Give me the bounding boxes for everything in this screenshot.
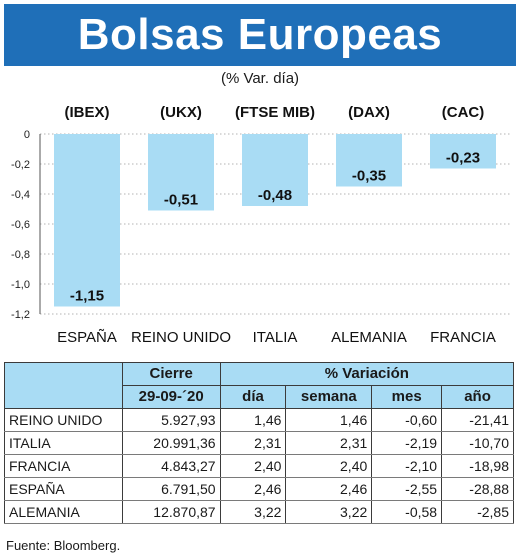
table-row: ESPAÑA 6.791,50 2,46 2,46 -2,55 -28,88 <box>4 477 514 501</box>
index-label: (CAC) <box>442 104 485 121</box>
y-tick-label: -1,2 <box>11 309 30 321</box>
header-semana: semana <box>285 385 373 409</box>
row-cierre: 20.991,36 <box>121 431 221 455</box>
index-label: (IBEX) <box>65 104 110 121</box>
bar <box>148 134 214 211</box>
table-row: ALEMANIA 12.870,87 3,22 3,22 -0,58 -2,85 <box>4 500 514 524</box>
row-semana: 2,40 <box>285 454 373 478</box>
row-semana: 1,46 <box>285 408 373 432</box>
page-title: Bolsas Europeas <box>4 4 516 66</box>
row-dia: 2,31 <box>219 431 287 455</box>
row-semana: 2,31 <box>285 431 373 455</box>
bar <box>54 134 120 307</box>
chart-subtitle: (% Var. día) <box>220 70 300 87</box>
data-label: -0,35 <box>352 168 386 185</box>
row-dia: 3,22 <box>219 500 287 524</box>
y-tick-label: -0,2 <box>11 159 30 171</box>
row-mes: -0,60 <box>371 408 443 432</box>
y-tick-label: -0,8 <box>11 249 30 261</box>
data-label: -1,15 <box>70 288 104 305</box>
data-label: -0,51 <box>164 192 198 209</box>
header-anio: año <box>441 385 514 409</box>
row-semana: 2,46 <box>285 477 373 501</box>
source-note: Fuente: Bloomberg. <box>6 538 121 553</box>
row-cierre: 5.927,93 <box>121 408 221 432</box>
table-row: ITALIA 20.991,36 2,31 2,31 -2,19 -10,70 <box>4 431 514 455</box>
row-anio: -21,41 <box>441 408 514 432</box>
bar <box>430 134 496 169</box>
category-label: FRANCIA <box>430 329 496 346</box>
row-name: ITALIA <box>4 431 123 455</box>
row-cierre: 6.791,50 <box>121 477 221 501</box>
bar <box>242 134 308 206</box>
category-label: ESPAÑA <box>57 329 117 346</box>
y-tick-label: -0,6 <box>11 219 30 231</box>
y-tick-label: -1,0 <box>11 279 30 291</box>
row-anio: -18,98 <box>441 454 514 478</box>
stock-table: Cierre % Variación 29-09-´20 día semana … <box>4 362 515 524</box>
category-label: REINO UNIDO <box>131 329 231 346</box>
data-label: -0,48 <box>258 187 292 204</box>
index-label: (DAX) <box>348 104 390 121</box>
row-name: FRANCIA <box>4 454 123 478</box>
row-anio: -10,70 <box>441 431 514 455</box>
table-row: REINO UNIDO 5.927,93 1,46 1,46 -0,60 -21… <box>4 408 514 432</box>
row-name: ALEMANIA <box>4 500 123 524</box>
header-mes: mes <box>371 385 443 409</box>
bar-chart: 0 -0,2 -0,4 -0,6 -0,8 -1,0 -1,2 (IBEX) -1,15 ESPA… <box>11 104 510 346</box>
row-anio: -28,88 <box>441 477 514 501</box>
y-tick-label: -0,4 <box>11 189 30 201</box>
table-corner <box>4 362 123 409</box>
category-label: ALEMANIA <box>331 329 407 346</box>
row-name: ESPAÑA <box>4 477 123 501</box>
row-dia: 1,46 <box>219 408 287 432</box>
table-row: FRANCIA 4.843,27 2,40 2,40 -2,10 -18,98 <box>4 454 514 478</box>
header-variacion: % Variación <box>219 362 515 386</box>
category-label: ITALIA <box>253 329 298 346</box>
index-label: (FTSE MIB) <box>235 104 315 121</box>
data-label: -0,23 <box>446 150 480 167</box>
row-mes: -2,10 <box>371 454 443 478</box>
header-cierre: Cierre <box>121 362 221 386</box>
row-dia: 2,46 <box>219 477 287 501</box>
row-anio: -2,85 <box>441 500 514 524</box>
header-dia: día <box>219 385 287 409</box>
header-date: 29-09-´20 <box>121 385 221 409</box>
row-cierre: 12.870,87 <box>121 500 221 524</box>
index-label: (UKX) <box>160 104 202 121</box>
row-mes: -0,58 <box>371 500 443 524</box>
row-name: REINO UNIDO <box>4 408 123 432</box>
bar <box>336 134 402 187</box>
row-cierre: 4.843,27 <box>121 454 221 478</box>
row-semana: 3,22 <box>285 500 373 524</box>
row-dia: 2,40 <box>219 454 287 478</box>
y-tick-label: 0 <box>24 129 30 141</box>
row-mes: -2,19 <box>371 431 443 455</box>
row-mes: -2,55 <box>371 477 443 501</box>
